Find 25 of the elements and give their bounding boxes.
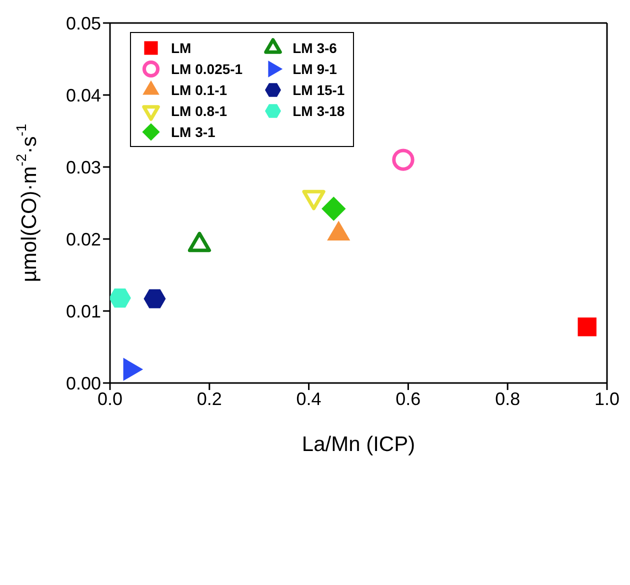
x-tick-label: 0.8	[495, 388, 520, 409]
point	[392, 148, 414, 171]
legend-label: LM 0.1-1	[171, 82, 228, 98]
point	[322, 196, 346, 221]
legend-label: LM 3-1	[171, 124, 216, 140]
legend-label: LM 0.025-1	[171, 60, 243, 76]
y-tick-label: 0.03	[66, 157, 101, 178]
x-axis-title: La/Mn (ICP)	[302, 433, 416, 456]
legend-label: LM 0.8-1	[171, 102, 228, 118]
legend-label: LM 9-1	[292, 60, 337, 76]
y-tick-label: 0.04	[66, 85, 101, 106]
legend-label: LM 15-1	[292, 82, 345, 98]
x-tick-label: 0.6	[396, 388, 421, 409]
y-tick-label: 0.02	[66, 229, 101, 250]
x-tick-label: 0.4	[296, 388, 322, 409]
point	[578, 317, 596, 336]
x-tick-label: 0.2	[196, 388, 222, 409]
legend-label: LM	[171, 40, 192, 56]
y-tick-label: 0.05	[66, 13, 101, 34]
legend-label: LM 3-6	[292, 40, 337, 56]
x-tick-label: 1.0	[594, 388, 620, 409]
legend-label: LM 3-18	[292, 102, 345, 118]
y-tick-label: 0.01	[66, 301, 101, 322]
point	[110, 288, 131, 308]
point	[144, 289, 166, 308]
